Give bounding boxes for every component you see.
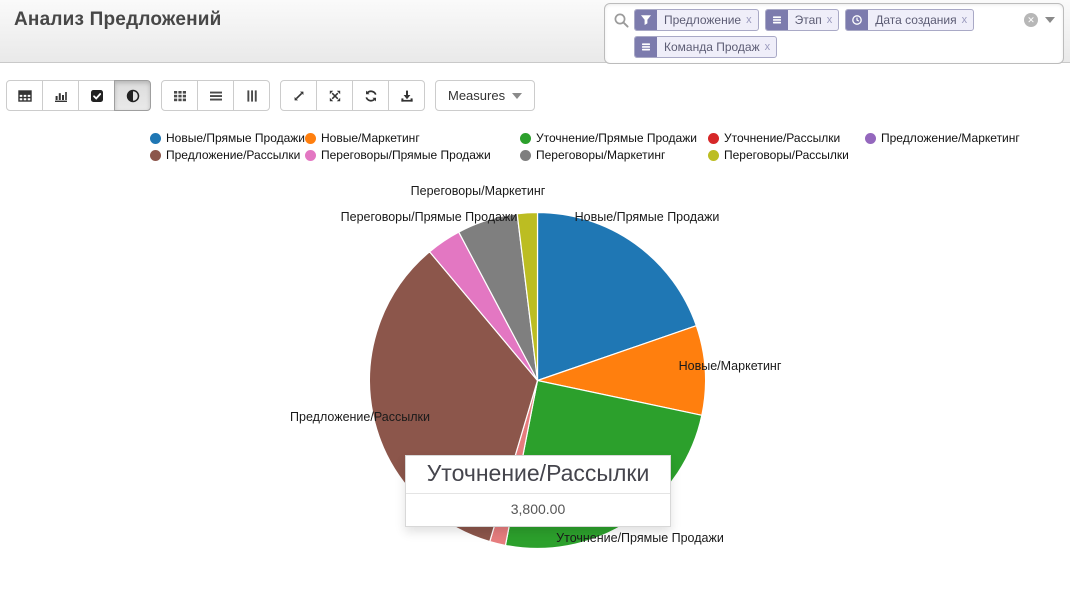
measures-label: Measures (448, 88, 506, 103)
legend-item[interactable]: Новые/Прямые Продажи (150, 131, 305, 145)
refresh-icon (364, 89, 377, 102)
action-controls (280, 80, 425, 111)
legend-item[interactable]: Переговоры/Прямые Продажи (305, 148, 520, 162)
download-button[interactable] (388, 80, 425, 111)
legend-label: Уточнение/Прямые Продажи (536, 131, 697, 145)
page-title: Анализ Предложений (14, 9, 222, 30)
slice-label: Переговоры/Маркетинг (410, 184, 546, 198)
search-facets: Предложение x Этап x Дата создания x Команда П… (634, 9, 979, 58)
layout-controls (161, 80, 270, 111)
pie-view-button[interactable] (114, 80, 151, 111)
legend-swatch (708, 132, 719, 144)
legend-swatch (305, 132, 316, 144)
legend-label: Уточнение/Рассылки (724, 131, 841, 145)
pie-slice[interactable] (536, 325, 707, 416)
grid-button[interactable] (161, 80, 198, 111)
search-box[interactable]: Предложение x Этап x Дата создания x Команда П… (604, 3, 1064, 64)
bar-chart-icon (54, 91, 67, 102)
legend-label: Переговоры/Рассылки (724, 148, 849, 162)
search-facet[interactable]: Команда Продаж x (634, 36, 778, 58)
vertical-bars-icon (246, 89, 257, 102)
measures-button[interactable]: Measures (435, 80, 536, 111)
expand-button[interactable] (280, 80, 317, 111)
facet-remove-icon[interactable]: x (764, 41, 771, 53)
search-facet[interactable]: Предложение x (634, 9, 759, 31)
legend-label: Новые/Прямые Продажи (166, 131, 306, 145)
download-icon (400, 90, 413, 102)
group-by-icon (635, 37, 657, 57)
search-controls: ✕ (1024, 9, 1057, 27)
chart-legend: Новые/Прямые Продажи Новые/Маркетинг Уточн… (150, 131, 1020, 162)
table-icon (17, 89, 32, 102)
legend-label: Предложение/Маркетинг (881, 131, 1020, 145)
search-facet[interactable]: Этап x (764, 9, 840, 31)
group-by-icon (765, 10, 788, 30)
columns-button[interactable] (233, 80, 270, 111)
legend-item[interactable]: Предложение/Рассылки (150, 148, 305, 162)
facet-remove-icon[interactable]: x (746, 14, 752, 26)
legend-label: Переговоры/Прямые Продажи (321, 148, 491, 162)
facet-remove-icon[interactable]: x (826, 14, 833, 26)
toolbar: Measures (6, 80, 536, 111)
legend-swatch (150, 132, 161, 144)
facet-remove-icon[interactable]: x (961, 14, 968, 26)
pie-slice[interactable] (536, 211, 697, 382)
legend-label: Предложение/Рассылки (166, 148, 301, 162)
rows-button[interactable] (197, 80, 234, 111)
expand-icon (294, 91, 303, 100)
pie-contrast-icon (126, 89, 139, 102)
facet-label: Этап (794, 13, 822, 27)
arrows-alt-button[interactable] (316, 80, 353, 111)
legend-item[interactable]: Предложение/Маркетинг (865, 131, 1020, 145)
arrows-alt-icon (329, 90, 340, 101)
legend-label: Переговоры/Маркетинг (536, 148, 666, 162)
facet-label: Дата создания (875, 13, 957, 27)
control-panel: Анализ Предложений Предложение x Этап x Дата… (0, 0, 1070, 64)
facet-label: Команда Продаж (664, 40, 760, 54)
table-view-button[interactable] (6, 80, 43, 111)
search-icon (613, 12, 630, 34)
caret-down-icon[interactable] (1045, 17, 1055, 23)
bar-chart-view-button[interactable] (42, 80, 79, 111)
refresh-button[interactable] (352, 80, 389, 111)
legend-swatch (305, 149, 316, 161)
clear-search-icon[interactable]: ✕ (1024, 13, 1038, 27)
legend-swatch (520, 149, 531, 161)
legend-item[interactable]: Новые/Маркетинг (305, 131, 520, 145)
legend-swatch (520, 132, 531, 144)
legend-item[interactable]: Переговоры/Маркетинг (520, 148, 708, 162)
search-facet[interactable]: Дата создания x (845, 9, 975, 31)
legend-item[interactable]: Переговоры/Рассылки (708, 148, 865, 162)
filter-icon (635, 10, 657, 30)
justify-lines-icon (209, 91, 222, 100)
check-square-view-button[interactable] (78, 80, 115, 111)
legend-swatch (708, 149, 719, 161)
grid-icon (173, 90, 186, 101)
legend-swatch (865, 132, 876, 144)
view-switcher (6, 80, 151, 111)
pie-slice[interactable] (516, 211, 539, 382)
legend-item[interactable]: Уточнение/Прямые Продажи (520, 131, 708, 145)
legend-swatch (150, 149, 161, 161)
legend-label: Новые/Маркетинг (321, 131, 420, 145)
facet-label: Предложение (664, 13, 742, 27)
check-square-icon (90, 89, 103, 102)
legend-item[interactable]: Уточнение/Рассылки (708, 131, 865, 145)
clock-icon (846, 10, 869, 30)
caret-down-icon (512, 92, 523, 99)
